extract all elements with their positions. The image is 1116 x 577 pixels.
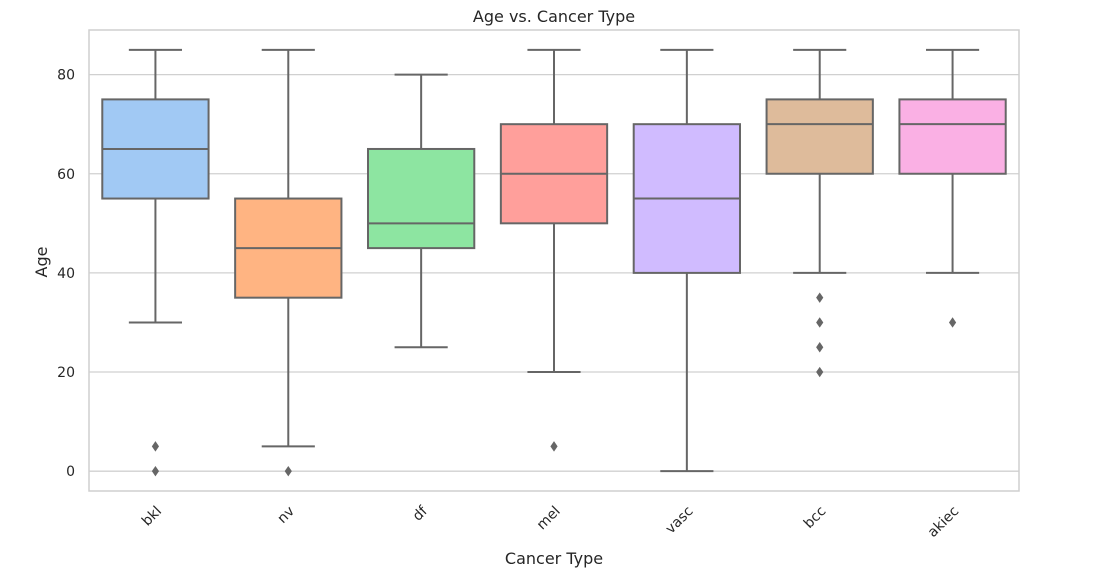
outlier-marker xyxy=(816,292,824,303)
x-axis-label: Cancer Type xyxy=(505,549,603,568)
y-axis-label: Age xyxy=(32,247,51,278)
x-tick-label: bcc xyxy=(801,503,829,531)
x-tick-label: nv xyxy=(274,503,297,526)
chart-title: Age vs. Cancer Type xyxy=(473,7,635,26)
x-tick-label: df xyxy=(410,503,432,525)
outlier-marker xyxy=(284,465,292,477)
box-group-bkl xyxy=(101,48,210,477)
box-group-nv xyxy=(234,48,343,477)
outlier-marker xyxy=(550,441,558,452)
plot-area-frame xyxy=(88,29,1020,492)
y-tick-label: 40 xyxy=(57,266,75,282)
box-group-df xyxy=(367,73,476,349)
x-tick-label: bkl xyxy=(139,503,165,529)
y-tick-label: 80 xyxy=(57,68,75,84)
box-layer xyxy=(101,48,1007,477)
y-tick-label: 60 xyxy=(57,167,75,183)
box-group-akiec xyxy=(898,48,1007,328)
box-iqr xyxy=(765,98,874,175)
outlier-marker xyxy=(816,342,824,353)
x-tick-label: vasc xyxy=(663,503,697,537)
outlier-marker xyxy=(151,465,160,477)
box-group-vasc xyxy=(632,48,742,473)
outlier-marker xyxy=(816,317,824,328)
y-tick-label: 0 xyxy=(66,464,75,480)
x-tick-label: akiec xyxy=(925,503,962,540)
outlier-marker xyxy=(151,441,160,452)
box-iqr xyxy=(367,147,476,250)
outlier-marker xyxy=(948,317,957,328)
y-tick-label: 20 xyxy=(57,365,75,381)
outlier-marker xyxy=(816,366,824,378)
box-iqr xyxy=(898,98,1007,175)
box-group-bcc xyxy=(765,48,874,378)
box-group-mel xyxy=(499,48,609,452)
x-tick-label: mel xyxy=(534,503,564,533)
